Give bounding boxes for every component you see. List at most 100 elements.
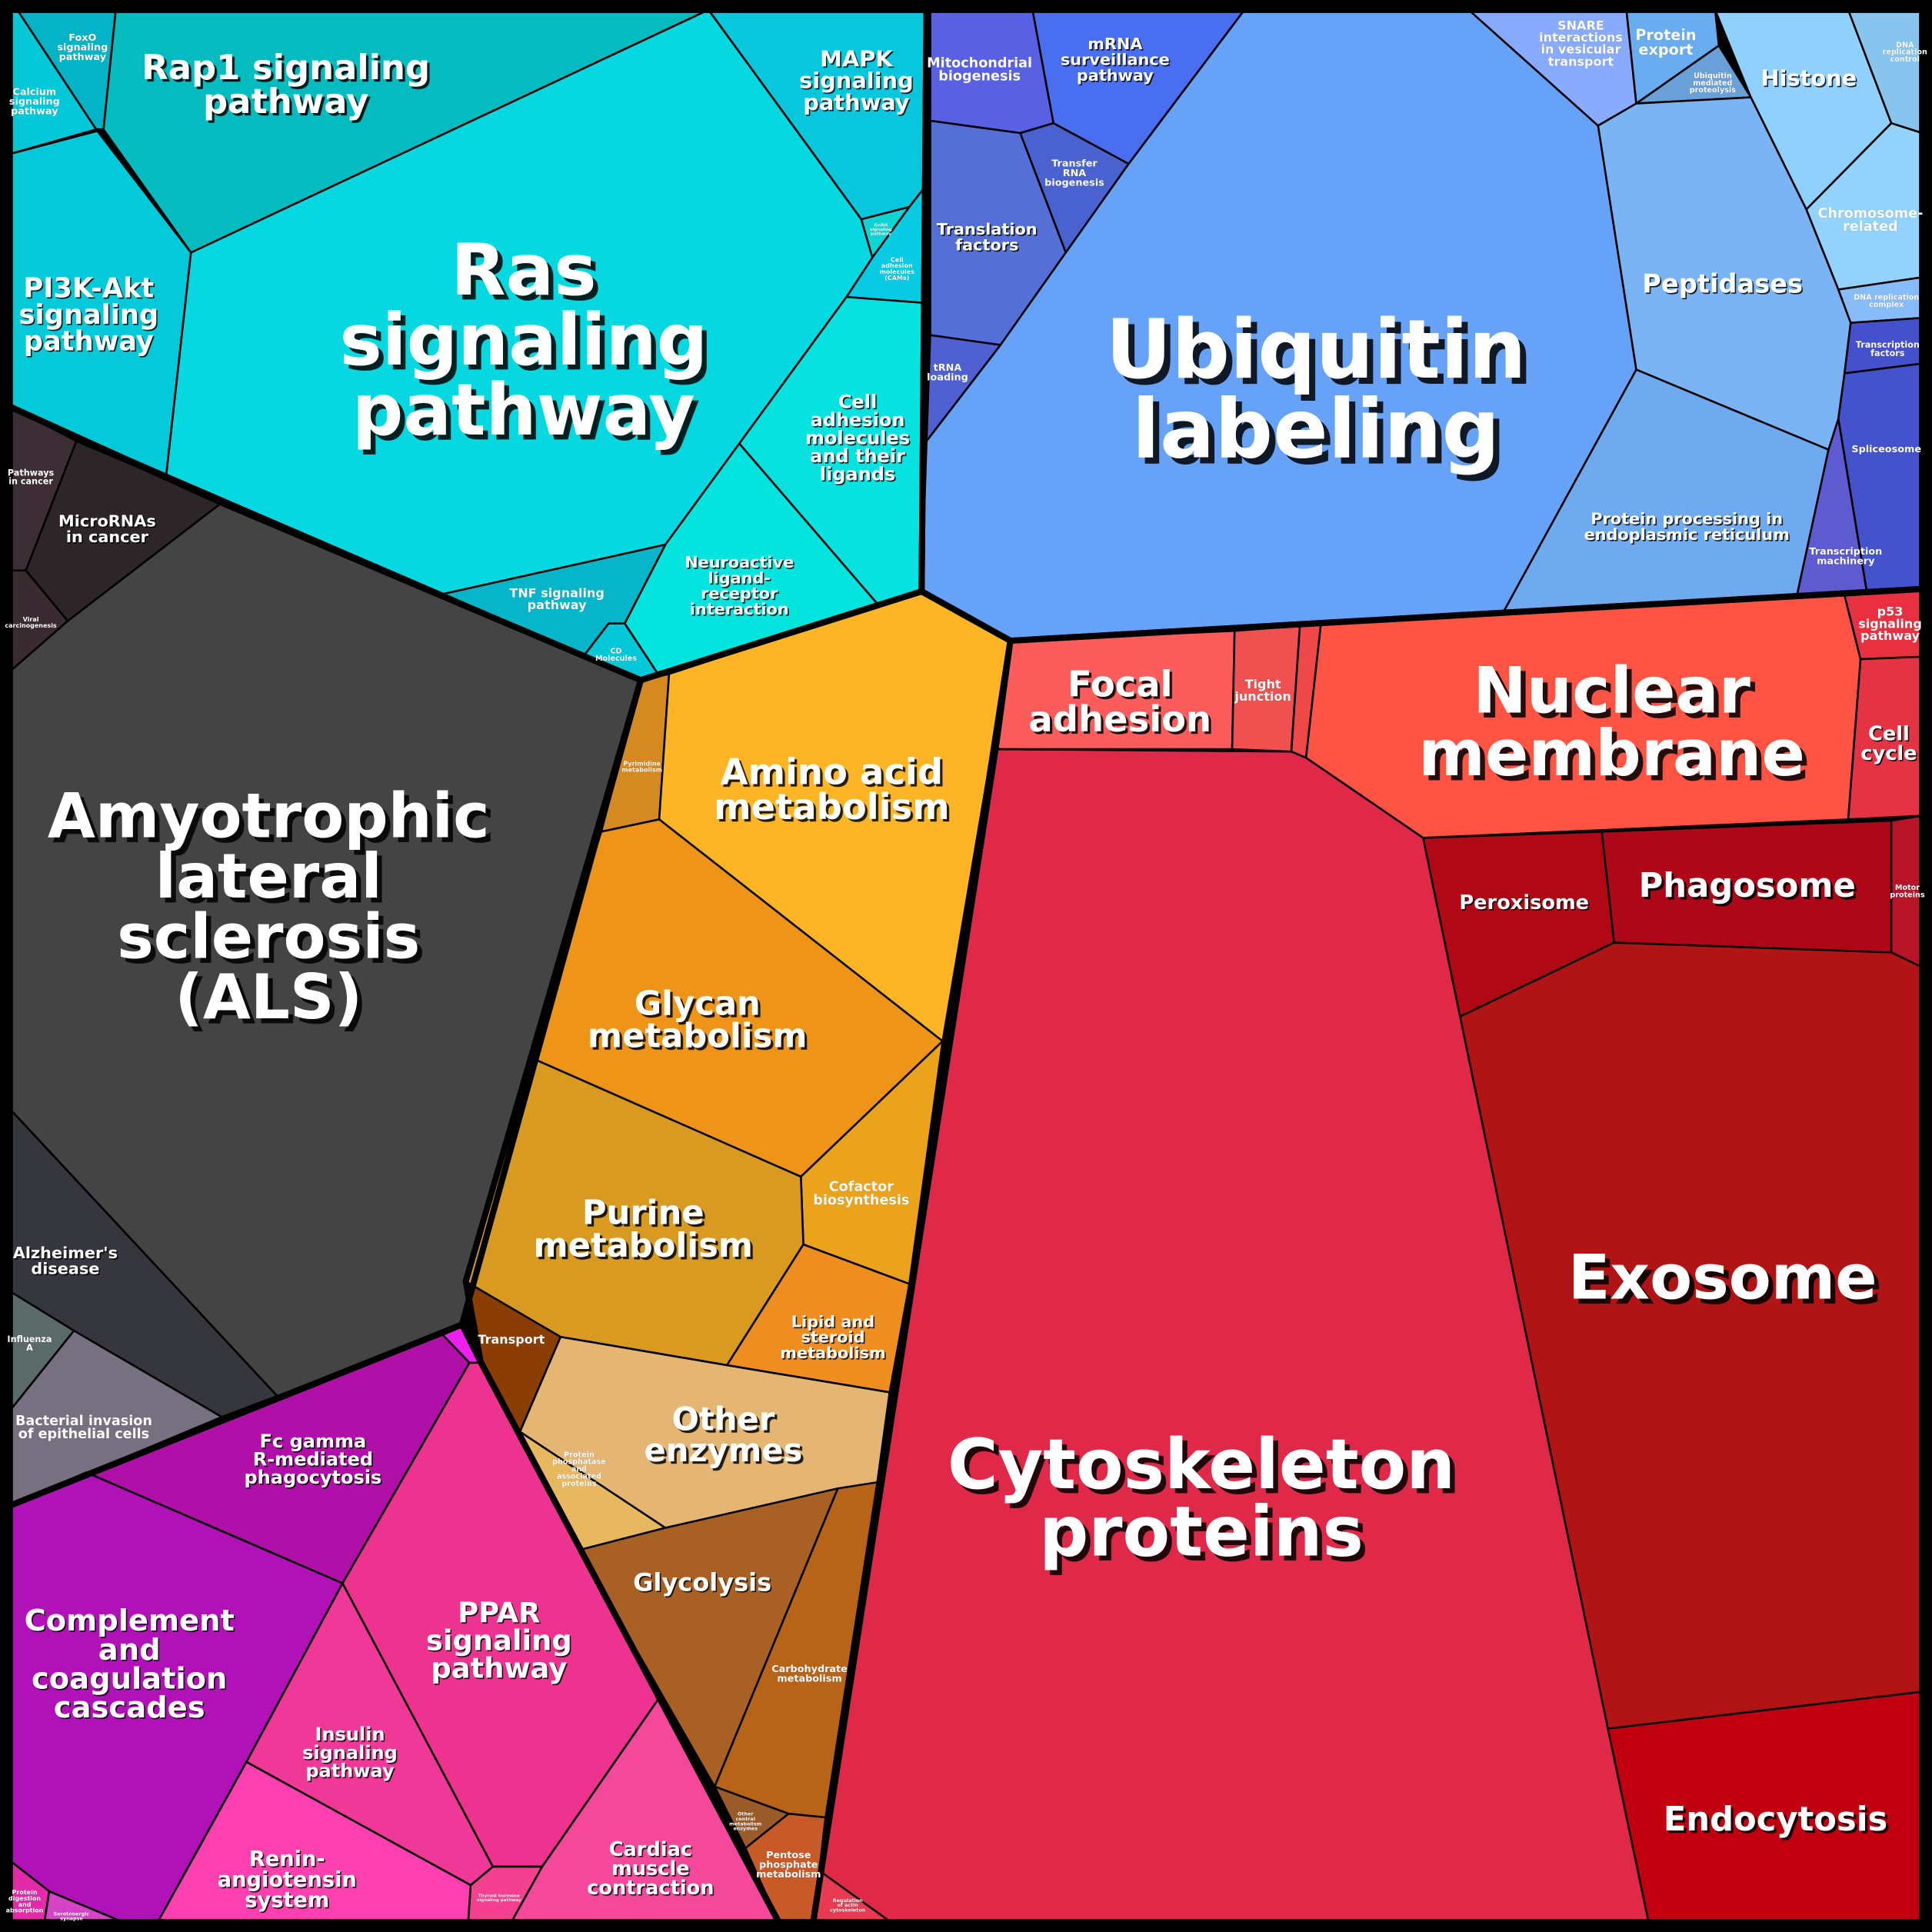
label-line: labeling: [1132, 382, 1500, 477]
label-line: loading: [927, 372, 968, 384]
label-line: enzymes: [645, 1431, 803, 1469]
label-line: Insulin: [315, 1724, 385, 1745]
label-line: Peptidases: [1642, 269, 1803, 299]
label-line: endoplasmic reticulum: [1584, 525, 1790, 544]
label-line: factors: [1870, 348, 1905, 358]
label-line: complex: [1869, 301, 1904, 309]
label-line: pathway: [1077, 66, 1154, 85]
label-line: Endocytosis: [1664, 1800, 1888, 1839]
label-protein-digestion: Protein digestion and absorption: [6, 1889, 44, 1914]
label-line: steroid: [801, 1328, 864, 1347]
label-line: Spliceosome: [1851, 444, 1921, 455]
label-line: machinery: [1817, 555, 1875, 567]
label-line: Lipid and: [791, 1312, 874, 1331]
label-line: Regulation: [833, 1897, 864, 1904]
label-line: Carbohydrate: [771, 1664, 848, 1675]
label-line: Neuroactive: [685, 553, 794, 571]
label-phagosome: Phagosome: [1639, 867, 1856, 905]
label-line: in cancer: [66, 528, 149, 546]
label-cofactor: Cofactor biosynthesis: [813, 1179, 909, 1208]
label-line: Protein: [1635, 26, 1696, 44]
label-line: DNA: [1896, 41, 1914, 49]
label-rap1: Rap1 signaling pathway: [142, 47, 430, 122]
label-line: Alzheimer's: [13, 1244, 118, 1262]
label-line: disease: [31, 1260, 99, 1278]
label-line: system: [245, 1889, 329, 1913]
label-motor: Motor proteins: [1890, 884, 1924, 899]
label-focal: Focal adhesion: [1028, 664, 1211, 741]
label-neuroactive: Neuroactive ligand-receptor interaction: [685, 553, 794, 618]
label-line: GnRH: [874, 224, 888, 228]
label-line: Purine: [582, 1194, 705, 1233]
label-foxo: FoxO signaling pathway: [57, 32, 108, 63]
label-line: metabolism: [777, 1673, 841, 1684]
label-line: signaling pathway: [477, 1898, 521, 1903]
label-regulation-actin: Regulation of actin cytoskeleton: [830, 1897, 866, 1914]
label-line: sclerosis: [117, 901, 420, 973]
label-line: Fc gamma: [260, 1431, 367, 1452]
label-line: phosphatase: [552, 1458, 606, 1467]
label-line: Protein processing in: [1591, 509, 1783, 528]
label-line: Transcription: [1856, 340, 1920, 350]
label-line: in vesicular: [1541, 42, 1621, 57]
label-line: Cardiac: [609, 1838, 692, 1861]
label-line: cycle: [1860, 742, 1917, 765]
label-pentose: Pentose phosphate metabolism: [756, 1850, 821, 1880]
label-line: metabolism: [756, 1869, 821, 1880]
label-mapk: MAPK signaling pathway: [799, 45, 914, 115]
label-line: enzymes: [733, 1826, 758, 1832]
label-er: Protein processing in endoplasmic reticul…: [1584, 509, 1790, 543]
label-line: Cell: [1868, 723, 1910, 746]
label-line: proteins: [1890, 891, 1924, 899]
label-line: signaling: [799, 68, 914, 94]
label-phosphatase: Protein phosphatase and associated proteins: [552, 1451, 606, 1488]
label-line: signaling: [426, 1624, 572, 1657]
label-renin: Renin-angiotensin system: [218, 1847, 357, 1912]
label-line: Other: [738, 1811, 754, 1817]
label-line: biogenesis: [1044, 177, 1104, 188]
label-line: Pathways: [8, 468, 55, 478]
label-line: Cell: [838, 391, 877, 412]
label-line: DNA replication: [1854, 294, 1919, 302]
label-line: and: [18, 1901, 32, 1908]
label-pi3k: PI3K-Akt signaling pathway: [19, 273, 159, 358]
label-chromosome: Chromosome-related: [1817, 206, 1923, 235]
label-line: Other: [672, 1400, 775, 1437]
label-ubiquitin: Ubiquitin labeling: [1105, 302, 1526, 477]
label-insulin: Insulin signaling pathway: [302, 1724, 398, 1781]
label-line: Cell: [891, 256, 904, 263]
label-peptidases: Peptidases: [1642, 269, 1803, 299]
label-line: A: [26, 1343, 33, 1353]
label-other-enzymes: Other enzymes: [645, 1400, 803, 1469]
label-line: Pyrimidine: [623, 760, 661, 767]
label-micrornas: MicroRNAs in cancer: [58, 512, 156, 546]
label-line: Ubiquitin: [1105, 302, 1526, 397]
label-line: CD: [611, 647, 622, 655]
label-serotonergic: Serotonergic synapse: [54, 1910, 90, 1921]
label-line: carcinogenesis: [5, 622, 57, 629]
label-line: pathway: [203, 81, 368, 122]
label-tnf: TNF signaling pathway: [509, 586, 604, 613]
label-line: transport: [1548, 54, 1614, 68]
label-line: adhesion: [1028, 698, 1211, 740]
label-line: Thyroid hormone: [478, 1894, 520, 1898]
label-line: pathway: [305, 1760, 395, 1781]
label-line: central: [736, 1816, 755, 1822]
label-line: absorption: [6, 1907, 44, 1914]
label-ras: Ras signaling pathway: [339, 228, 708, 451]
label-tight: Tight junction: [1234, 677, 1291, 704]
label-line: PI3K-Akt: [23, 273, 154, 305]
label-line: Glycan: [635, 984, 761, 1023]
label-line: surveillance: [1061, 50, 1170, 68]
label-p53: p53 signaling pathway: [1858, 605, 1922, 643]
label-line: Ubiquitin: [1694, 72, 1732, 80]
label-line: Mitochondrial: [927, 55, 1032, 71]
label-line: and their: [810, 445, 905, 467]
label-carbohydrate: Carbohydrate metabolism: [771, 1664, 848, 1685]
label-trna: tRNA loading: [927, 362, 968, 384]
label-line: Tight: [1245, 677, 1281, 691]
label-mito: Mitochondrial biogenesis: [927, 55, 1032, 84]
label-line: Transfer: [1051, 158, 1098, 169]
